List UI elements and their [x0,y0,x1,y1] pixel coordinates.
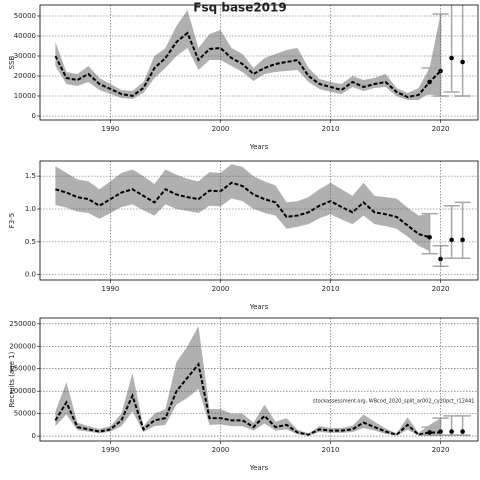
confidence-band [55,326,441,436]
y-tick-label: 30000 [14,52,36,60]
point [460,429,465,434]
y-tick-label: 50000 [14,410,36,418]
point [449,237,454,243]
plot [54,326,471,436]
y-tick-label: 50000 [14,12,36,20]
y-tick-label: 10000 [14,92,36,100]
estimate-line [54,31,442,99]
x-tick-label: 2020 [432,446,450,454]
chart-title: Fsq base2019 [193,1,286,15]
x-axis-label: Years [249,143,269,151]
plot-frame [39,160,479,281]
y-tick-label: 20000 [14,72,36,80]
y-tick-label: 40000 [14,32,36,40]
plot-frame [39,317,479,442]
error-bar [443,204,460,260]
point [427,234,432,240]
point [460,59,465,65]
y-tick-label: 1.5 [25,172,36,180]
error-bar [454,5,471,97]
y-tick-label: 250000 [9,320,36,328]
y-tick-label: 200000 [9,342,36,350]
x-tick-label: 2010 [322,285,340,293]
x-tick-label: 2010 [322,125,340,133]
x-axis-label: Years [249,303,269,311]
plot [54,5,471,100]
estimate-line [55,181,430,239]
point [460,237,465,243]
plot-frame [39,4,479,121]
y-tick-label: 0.5 [25,238,36,246]
y-tick-label: 1.0 [25,205,36,213]
error-bar [421,212,438,255]
y-tick-label: 0 [32,432,36,440]
x-tick-label: 1990 [102,446,120,454]
point [438,256,443,262]
x-tick-label: 2020 [432,125,450,133]
y-tick-label: 150000 [9,365,36,373]
point [427,430,432,435]
x-tick-label: 2000 [212,285,230,293]
x-tick-label: 1990 [102,125,120,133]
x-tick-label: 2000 [212,125,230,133]
point [449,429,454,434]
x-tick-label: 2020 [432,285,450,293]
y-tick-label: 0 [32,112,36,120]
y-tick-label: 0.0 [25,271,36,279]
y-axis-label: Recruits (age 1) [8,351,16,407]
x-axis-label: Years [249,464,269,472]
y-tick-label: 100000 [9,387,36,395]
y-axis-label: F3-5 [8,213,16,228]
confidence-band [55,10,441,100]
point [427,79,432,85]
y-axis-label: SSB [8,55,16,69]
annotation: stockassessment.org, WBcod_2020_split_ar… [313,399,474,405]
point [449,55,454,61]
x-tick-label: 1990 [102,285,120,293]
estimate-line [54,361,441,436]
x-tick-label: 2000 [212,446,230,454]
error-bar [454,201,471,260]
point [438,429,443,434]
confidence-band [55,164,430,252]
x-tick-label: 2010 [322,446,340,454]
plot [55,164,471,267]
